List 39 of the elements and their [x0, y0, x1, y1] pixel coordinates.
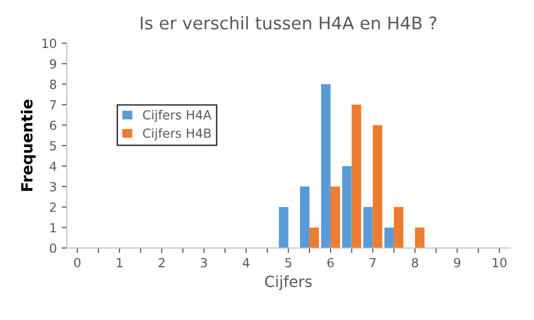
- bar: [309, 228, 319, 248]
- bar: [394, 207, 404, 248]
- y-tick-label: 1: [50, 223, 56, 232]
- bar: [321, 84, 331, 248]
- x-tick-label: 3: [200, 258, 207, 268]
- y-tick-label: 0: [50, 243, 56, 253]
- bar: [363, 207, 373, 248]
- x-tick-label: 0: [74, 258, 80, 268]
- bar: [278, 207, 288, 248]
- x-tick-label: 6: [327, 258, 334, 268]
- y-axis-title: Frequentie: [20, 100, 36, 191]
- y-tick-label: 6: [50, 120, 56, 130]
- x-tick-label: 8: [412, 258, 418, 268]
- bar: [352, 104, 362, 248]
- x-axis-title: Cijfers: [265, 275, 312, 290]
- bar: [414, 228, 424, 248]
- y-tick-label: 9: [50, 59, 56, 69]
- x-tick-label: 2: [158, 258, 164, 268]
- x-tick-label: 9: [454, 258, 460, 268]
- legend-label: Cijfers H4B: [143, 128, 211, 140]
- chart-title: Is er verschil tussen H4A en H4B ?: [140, 16, 436, 30]
- bar: [342, 166, 352, 248]
- y-tick-label: 7: [50, 100, 56, 110]
- x-tick-label: 7: [370, 258, 376, 268]
- bar: [384, 228, 394, 248]
- y-tick-label: 2: [50, 202, 56, 212]
- y-tick-label: 8: [50, 80, 56, 90]
- x-tick-label: 10: [492, 258, 507, 268]
- x-tick-label: 4: [242, 258, 250, 268]
- bar: [300, 186, 310, 248]
- y-tick-label: 4: [50, 162, 56, 171]
- bar: [330, 186, 340, 248]
- y-tick-label: 3: [50, 182, 56, 192]
- x-tick-label: 5: [285, 258, 292, 268]
- x-tick-label: 1: [116, 258, 122, 268]
- y-tick-label: 10: [42, 38, 56, 48]
- y-tick-label: 5: [50, 141, 56, 151]
- legend-label: Cijfers H4A: [143, 110, 212, 122]
- bar: [372, 125, 382, 248]
